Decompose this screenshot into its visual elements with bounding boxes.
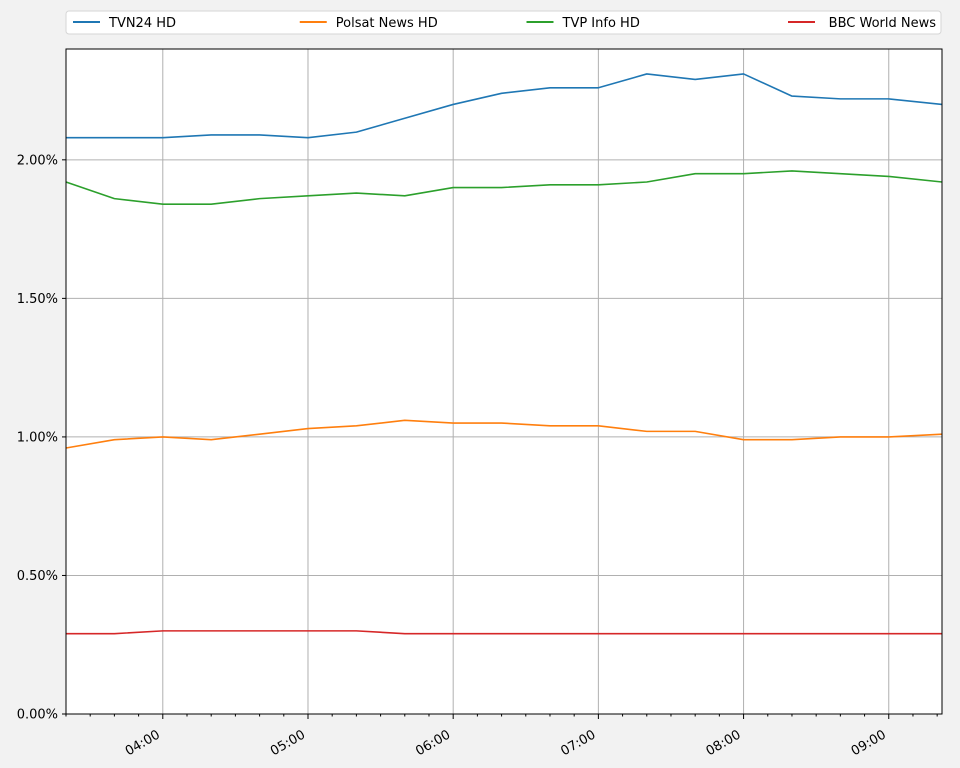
y-tick-label: 1.50%	[17, 292, 58, 307]
series-line-3	[66, 630, 942, 635]
series-line-1	[65, 419, 943, 449]
series-line-0	[66, 73, 943, 139]
plot-frame	[65, 48, 943, 715]
legend-label: BBC World News	[829, 16, 937, 31]
legend-label: TVP Info HD	[562, 16, 640, 31]
plot-area	[66, 49, 942, 714]
series-line-2	[65, 170, 943, 205]
y-tick-label: 2.00%	[17, 153, 58, 168]
y-tick-label: 0.00%	[17, 708, 58, 723]
y-tick-label: 0.50%	[17, 569, 58, 584]
legend-box	[65, 10, 942, 35]
y-tick-label: 1.00%	[17, 430, 58, 445]
y-axis: 0.00% 0.50% 1.00% 1.50% 2.00%	[17, 153, 66, 723]
legend-label: TVN24 HD	[108, 16, 176, 31]
legend-label: Polsat News HD	[336, 16, 438, 31]
series-lines	[65, 73, 943, 635]
legend: TVN24 HD Polsat News HD TVP Info HD BBC Wor…	[65, 10, 942, 35]
